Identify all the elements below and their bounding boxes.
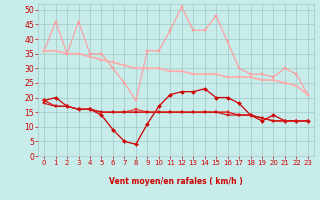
X-axis label: Vent moyen/en rafales ( km/h ): Vent moyen/en rafales ( km/h ): [109, 177, 243, 186]
